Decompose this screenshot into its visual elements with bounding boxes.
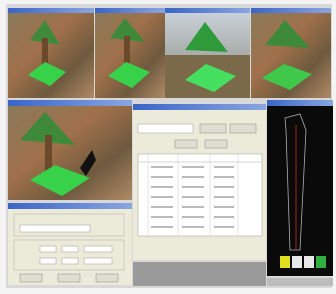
render-window-4 bbox=[251, 8, 331, 98]
title-bar bbox=[8, 203, 132, 209]
cell-text bbox=[214, 176, 234, 178]
cell-text bbox=[151, 186, 173, 188]
input-field[interactable] bbox=[40, 258, 56, 264]
cell-text bbox=[151, 176, 173, 178]
button[interactable] bbox=[20, 274, 42, 282]
structure-window bbox=[267, 100, 333, 276]
title-bar bbox=[165, 8, 250, 13]
input-field[interactable] bbox=[62, 246, 78, 252]
table-dialog bbox=[133, 104, 266, 260]
button[interactable] bbox=[200, 124, 226, 133]
title-bar bbox=[133, 104, 266, 110]
structure-view bbox=[267, 106, 333, 276]
render-window-3 bbox=[165, 8, 250, 98]
input-field[interactable] bbox=[138, 124, 193, 133]
button[interactable] bbox=[96, 274, 118, 282]
screenshot bbox=[0, 0, 336, 294]
cell-text bbox=[182, 166, 204, 168]
button[interactable] bbox=[205, 140, 227, 148]
cell-text bbox=[182, 176, 204, 178]
cell-text bbox=[151, 166, 173, 168]
input-field[interactable] bbox=[84, 258, 112, 264]
cell-text bbox=[182, 196, 204, 198]
parameter-dialog bbox=[8, 203, 132, 285]
cell-text bbox=[182, 216, 204, 218]
title-bar bbox=[8, 100, 132, 106]
indicator bbox=[316, 256, 326, 268]
empty-workspace bbox=[133, 262, 266, 286]
title-bar bbox=[251, 8, 331, 13]
render-window-2 bbox=[95, 8, 165, 98]
page: {} bbox=[0, 0, 336, 294]
status-bar bbox=[267, 278, 333, 286]
indicator bbox=[304, 256, 314, 268]
cell-text bbox=[151, 226, 173, 228]
cell-text bbox=[214, 196, 234, 198]
cell-text bbox=[182, 206, 204, 208]
cell-text bbox=[214, 226, 234, 228]
cell-text bbox=[214, 166, 234, 168]
title-bar bbox=[8, 8, 94, 13]
cell-text bbox=[214, 216, 234, 218]
input-field[interactable] bbox=[62, 258, 78, 264]
button[interactable] bbox=[58, 274, 80, 282]
cell-text bbox=[182, 226, 204, 228]
button[interactable] bbox=[230, 124, 256, 133]
input-field[interactable] bbox=[40, 246, 56, 252]
cell-text bbox=[151, 216, 173, 218]
title-bar bbox=[267, 100, 333, 106]
title-bar bbox=[95, 8, 165, 13]
cell-text bbox=[151, 196, 173, 198]
indicator bbox=[280, 256, 290, 268]
cell-text bbox=[214, 186, 234, 188]
cell-text bbox=[182, 186, 204, 188]
cell-text bbox=[151, 206, 173, 208]
render-window-1 bbox=[8, 8, 94, 98]
cell-text bbox=[214, 206, 234, 208]
render-view bbox=[8, 13, 94, 98]
button[interactable] bbox=[175, 140, 197, 148]
input-field[interactable] bbox=[84, 246, 112, 252]
indicator bbox=[292, 256, 302, 268]
input-field[interactable] bbox=[20, 225, 90, 232]
render-window-5 bbox=[8, 100, 132, 200]
